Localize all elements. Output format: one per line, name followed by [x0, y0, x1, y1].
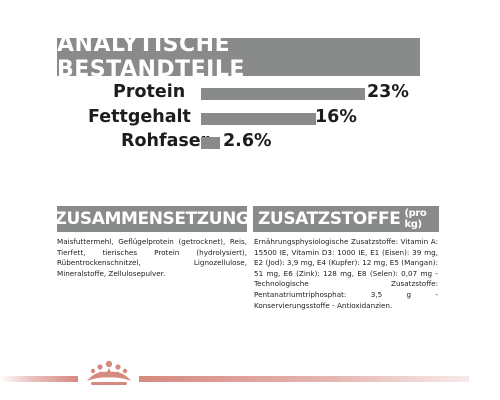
analysis-title: ANALYTISCHE BESTANDTEILE [57, 32, 420, 82]
footer-line-right [139, 376, 469, 382]
metric-value-fettgehalt: 16% [315, 107, 357, 127]
composition-text: Maisfuttermehl, Geflügelprotein (getrock… [57, 237, 247, 278]
composition-title: ZUSAMMENSETZUNG [55, 206, 250, 232]
royal-canin-crown-icon [87, 360, 131, 385]
additives-header: ZUSATZSTOFFE (pro kg) [253, 206, 439, 232]
additives-title: ZUSATZSTOFFE [258, 209, 401, 229]
metric-value-protein: 23% [367, 82, 409, 102]
metric-bar-fettgehalt [201, 113, 316, 125]
metric-label-protein: Protein [113, 82, 186, 102]
metric-bar-protein [201, 88, 365, 100]
metric-label-rohfaser: Rohfaser [121, 131, 210, 151]
metric-label-fettgehalt: Fettgehalt [88, 107, 191, 127]
metric-value-rohfaser: 2.6% [223, 131, 272, 151]
footer-line-left [0, 376, 78, 382]
metric-bar-rohfaser [201, 137, 220, 149]
additives-title-sub: (pro kg) [404, 208, 427, 230]
additives-text: Ernährungsphysiologische Zusatzstoffe: V… [254, 237, 438, 310]
